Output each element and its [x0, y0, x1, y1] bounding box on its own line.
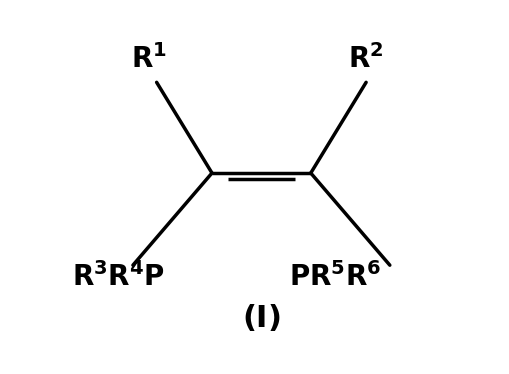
Text: $\mathbf{R}^{\mathbf{3}}\mathbf{R}^{\mathbf{4}}\mathbf{P}$: $\mathbf{R}^{\mathbf{3}}\mathbf{R}^{\mat…	[71, 262, 164, 292]
Text: $\mathbf{P}\mathbf{R}^{\mathbf{5}}\mathbf{R}^{\mathbf{6}}$: $\mathbf{P}\mathbf{R}^{\mathbf{5}}\mathb…	[289, 262, 381, 292]
Text: $\mathbf{R}^{\mathbf{1}}$: $\mathbf{R}^{\mathbf{1}}$	[131, 44, 166, 74]
Text: $\mathbf{(I)}$: $\mathbf{(I)}$	[242, 301, 280, 332]
Text: $\mathbf{R}^{\mathbf{2}}$: $\mathbf{R}^{\mathbf{2}}$	[348, 44, 383, 74]
